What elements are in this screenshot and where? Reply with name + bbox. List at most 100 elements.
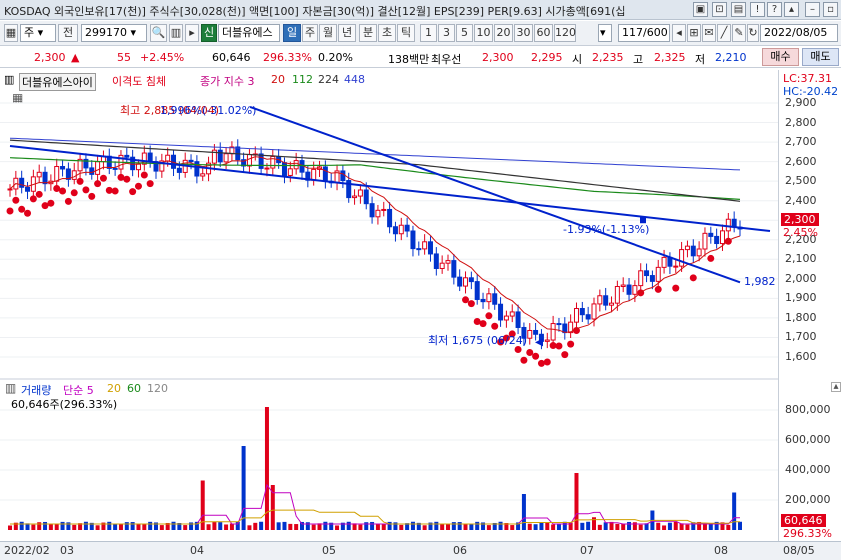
period-week[interactable]: 주 <box>302 24 318 42</box>
filter-icon[interactable]: ▸ <box>185 24 199 42</box>
candle-body <box>480 298 486 303</box>
volume-bar <box>446 524 450 530</box>
buy-button[interactable]: 매수 <box>762 48 799 66</box>
window-list-icon[interactable]: ▤ <box>731 2 746 17</box>
signal-dot <box>47 199 55 207</box>
list-icon[interactable]: ▦ <box>4 24 18 42</box>
volume-bar <box>241 446 246 530</box>
volume-bar <box>154 522 158 530</box>
candle-body <box>270 156 276 169</box>
window-icon[interactable]: ▣ <box>693 2 708 17</box>
alert-icon[interactable]: ! <box>750 2 765 17</box>
interval-120[interactable]: 120 <box>554 24 576 42</box>
scroll-left-icon[interactable]: ◂ <box>672 24 686 42</box>
date-field[interactable]: 2022/08/05 <box>760 24 838 42</box>
candle-body <box>457 276 463 287</box>
stock-legend[interactable]: 더블유에스아이 <box>19 73 96 91</box>
signal-dot <box>532 352 540 360</box>
volume-bar <box>714 521 719 530</box>
signal-dot <box>502 334 510 342</box>
candle-body <box>609 302 615 306</box>
sell-button[interactable]: 매도 <box>802 48 839 66</box>
restore-icon[interactable]: ▫ <box>823 2 838 17</box>
interval-5[interactable]: 5 <box>456 24 473 42</box>
period-year[interactable]: 년 <box>338 24 356 42</box>
minimize-icon[interactable]: – <box>805 2 820 17</box>
candle-body <box>521 326 527 339</box>
volume-bar <box>726 524 731 530</box>
chart-settings-icon[interactable]: ▥ <box>4 73 15 86</box>
link-icon[interactable]: ⊡ <box>712 2 727 17</box>
signal-dot <box>146 180 154 188</box>
period-month[interactable]: 월 <box>319 24 337 42</box>
volume-ma-label[interactable]: 단순 5 <box>63 384 94 397</box>
pin-icon[interactable]: ▴ <box>784 2 799 17</box>
volume-legend-label[interactable]: 거래량 <box>21 384 52 397</box>
interval-60[interactable]: 60 <box>534 24 553 42</box>
market-select[interactable]: 주 ▾ <box>20 24 56 42</box>
grid-toggle-icon[interactable]: ▦ <box>12 91 24 105</box>
signal-dot <box>537 359 545 367</box>
candle-body <box>89 167 95 175</box>
pattern-icon[interactable]: ╱ <box>717 24 731 42</box>
signal-dot <box>567 340 575 348</box>
tools-icon[interactable]: ✎ <box>732 24 746 42</box>
volume-bar <box>568 522 573 530</box>
candle-body <box>509 311 515 317</box>
volume-bar <box>183 525 188 530</box>
candle-body <box>322 166 328 182</box>
mail-icon[interactable]: ✉ <box>702 24 716 42</box>
interval-10[interactable]: 10 <box>474 24 493 42</box>
volume-settings-icon[interactable]: ▥ <box>5 381 17 395</box>
candle-body <box>42 171 48 185</box>
volume-bar <box>440 523 445 530</box>
ma-legend[interactable]: 종가 지수 3 <box>200 75 255 88</box>
help-icon[interactable]: ? <box>767 2 782 17</box>
interval-30[interactable]: 30 <box>514 24 533 42</box>
volume-bar <box>422 525 427 530</box>
volume-bar <box>259 521 264 530</box>
title-bar: KOSDAQ 외국인보유[17(천)] 주식수[30,028(천)] 액면[10… <box>0 0 841 20</box>
candle-body <box>369 203 375 218</box>
volume-bar <box>200 480 205 530</box>
volume-bar <box>592 517 596 530</box>
price-change: 55 <box>117 51 131 64</box>
trendline-long <box>9 144 771 232</box>
window-title: KOSDAQ 외국인보유[17(천)] 주식수[30,028(천)] 액면[10… <box>4 5 626 18</box>
disparity-legend[interactable]: 이격도 침체 <box>112 75 167 88</box>
market-select-label: 주 <box>24 26 35 39</box>
interval-20[interactable]: 20 <box>494 24 513 42</box>
volume-bar <box>632 522 637 530</box>
prev-button[interactable]: 전 <box>58 24 78 42</box>
price-axis-label: 2,500 <box>785 174 817 188</box>
zoom-icon[interactable]: ⊞ <box>687 24 701 42</box>
period-second[interactable]: 초 <box>378 24 396 42</box>
count-field[interactable]: 117/600 <box>618 24 670 42</box>
price-change-pct: +2.45% <box>140 51 185 64</box>
volume-ma-60: 60 <box>127 382 141 395</box>
volume-bar <box>60 521 65 530</box>
period-minute[interactable]: 분 <box>359 24 377 42</box>
volume-bar <box>72 524 77 530</box>
volume-bar <box>609 521 614 530</box>
volume-bar <box>352 523 357 530</box>
split-icon[interactable]: ▥ <box>169 24 183 42</box>
stock-code-input[interactable]: 299170 ▾ <box>81 24 147 42</box>
interval-dropdown[interactable]: ▾ <box>598 24 612 42</box>
volume-bar <box>282 521 287 530</box>
interval-3[interactable]: 3 <box>438 24 455 42</box>
volume-bar <box>66 522 71 530</box>
candle-body <box>515 311 521 328</box>
time-axis[interactable]: 2022/02 03 04 05 06 07 08 08/05 <box>0 541 841 560</box>
interval-1[interactable]: 1 <box>420 24 437 42</box>
candle-body <box>614 286 620 304</box>
period-tick[interactable]: 틱 <box>397 24 415 42</box>
volume-bar <box>457 522 462 530</box>
refresh-icon[interactable]: ↻ <box>747 24 759 42</box>
search-icon[interactable]: 🔍 <box>150 24 167 42</box>
panel-collapse-icon[interactable]: ▴ <box>831 382 841 392</box>
candle-body <box>387 208 393 228</box>
candle-body <box>498 303 504 321</box>
price-axis-label: 1,700 <box>785 330 817 344</box>
period-day[interactable]: 일 <box>283 24 301 42</box>
